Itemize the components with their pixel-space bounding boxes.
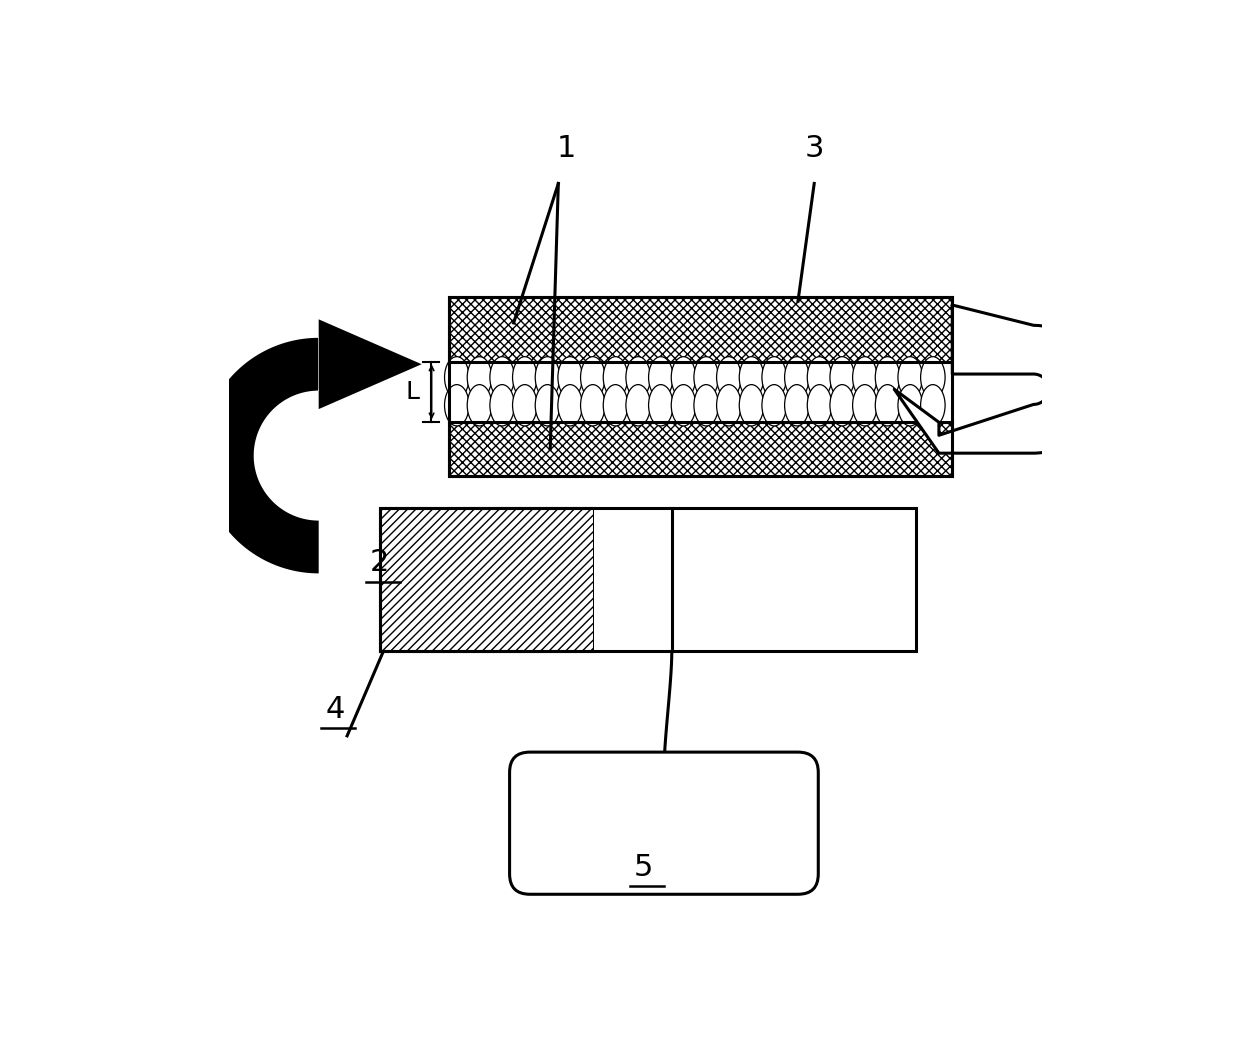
Ellipse shape xyxy=(580,357,605,398)
Ellipse shape xyxy=(626,385,651,426)
Ellipse shape xyxy=(853,357,877,398)
Text: L: L xyxy=(405,380,420,404)
Polygon shape xyxy=(201,320,422,574)
Text: 5: 5 xyxy=(634,853,653,882)
Ellipse shape xyxy=(490,385,515,426)
Ellipse shape xyxy=(830,357,854,398)
Ellipse shape xyxy=(512,385,537,426)
Ellipse shape xyxy=(830,385,854,426)
Text: 3: 3 xyxy=(805,134,823,164)
Ellipse shape xyxy=(898,385,923,426)
Ellipse shape xyxy=(717,357,742,398)
Bar xyxy=(379,509,916,651)
Ellipse shape xyxy=(467,385,492,426)
Text: 2: 2 xyxy=(370,549,389,577)
Ellipse shape xyxy=(649,385,673,426)
Ellipse shape xyxy=(512,357,537,398)
Ellipse shape xyxy=(671,357,696,398)
Ellipse shape xyxy=(603,385,627,426)
Text: 4: 4 xyxy=(325,694,345,724)
Ellipse shape xyxy=(785,357,808,398)
Ellipse shape xyxy=(649,357,673,398)
Bar xyxy=(449,298,952,362)
Ellipse shape xyxy=(875,357,900,398)
FancyBboxPatch shape xyxy=(510,752,818,895)
Ellipse shape xyxy=(761,385,786,426)
Ellipse shape xyxy=(580,385,605,426)
Ellipse shape xyxy=(920,357,945,398)
Ellipse shape xyxy=(761,357,786,398)
Ellipse shape xyxy=(807,357,832,398)
Ellipse shape xyxy=(717,385,742,426)
Bar xyxy=(449,362,952,422)
Polygon shape xyxy=(894,305,1097,454)
Ellipse shape xyxy=(558,357,583,398)
Bar xyxy=(449,422,952,476)
Ellipse shape xyxy=(467,357,492,398)
Ellipse shape xyxy=(490,357,515,398)
Ellipse shape xyxy=(558,385,583,426)
Ellipse shape xyxy=(739,357,764,398)
Ellipse shape xyxy=(739,385,764,426)
Ellipse shape xyxy=(898,357,923,398)
Bar xyxy=(594,509,916,651)
Ellipse shape xyxy=(853,385,877,426)
Bar xyxy=(449,298,952,476)
Ellipse shape xyxy=(694,357,718,398)
Ellipse shape xyxy=(536,385,559,426)
Ellipse shape xyxy=(920,385,945,426)
Ellipse shape xyxy=(603,357,627,398)
Ellipse shape xyxy=(875,385,900,426)
Ellipse shape xyxy=(445,357,469,398)
Ellipse shape xyxy=(694,385,718,426)
Ellipse shape xyxy=(445,385,469,426)
Ellipse shape xyxy=(626,357,651,398)
Ellipse shape xyxy=(807,385,832,426)
Bar xyxy=(379,509,594,651)
Ellipse shape xyxy=(536,357,559,398)
Ellipse shape xyxy=(785,385,808,426)
Ellipse shape xyxy=(671,385,696,426)
Text: 1: 1 xyxy=(557,134,577,164)
